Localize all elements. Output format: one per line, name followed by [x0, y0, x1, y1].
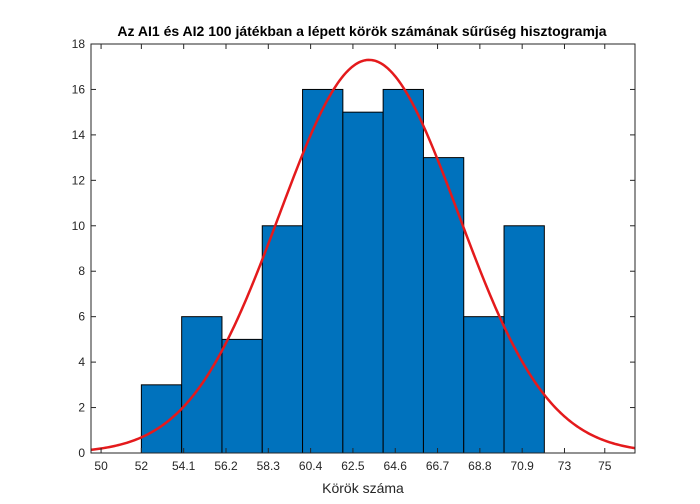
y-tick-label: 4 — [78, 355, 85, 369]
histogram-bar-10 — [503, 225, 545, 454]
x-tick-label: 64.6 — [384, 459, 408, 473]
x-tick-label: 68.8 — [468, 459, 492, 473]
x-tick-label: 62.5 — [341, 459, 365, 473]
y-tick-label: 12 — [72, 173, 86, 187]
x-tick-label: 70.9 — [510, 459, 534, 473]
x-tick-label: 73 — [558, 459, 572, 473]
histogram-bar-3 — [221, 338, 263, 454]
histogram-bar-7 — [382, 88, 424, 454]
histogram-bar-8 — [422, 157, 465, 454]
x-axis-label: Körök száma — [322, 480, 404, 496]
y-tick-label: 10 — [72, 219, 86, 233]
histogram-bar-4 — [261, 225, 304, 454]
y-tick-label: 0 — [78, 446, 85, 460]
fit-curve-line — [90, 58, 636, 452]
fit-curve-group — [90, 58, 636, 452]
axes-box — [90, 43, 636, 454]
y-tick-label: 2 — [78, 401, 85, 415]
y-tick-label: 16 — [72, 82, 86, 96]
x-tick-label: 50 — [94, 459, 108, 473]
x-tick-label: 54.1 — [172, 459, 196, 473]
x-tick-label: 66.7 — [426, 459, 450, 473]
axes-group: 50 52 54.1 56.2 58.3 60.4 62.5 64.6 66.7 68.8 70.9… — [72, 37, 636, 473]
y-tick-label: 18 — [72, 37, 86, 51]
y-tick-label: 14 — [72, 128, 86, 142]
x-tick-label: 52 — [135, 459, 149, 473]
x-tick-label: 56.2 — [214, 459, 238, 473]
chart-title: Az AI1 és AI2 100 játékban a lépett körö… — [117, 23, 606, 39]
y-tick-label: 6 — [78, 310, 85, 324]
histogram-bar-6 — [342, 111, 384, 454]
histogram-bar-1 — [140, 384, 183, 454]
bars-group — [140, 88, 545, 454]
histogram-bar-9 — [463, 316, 505, 454]
x-tick-label: 75 — [598, 459, 612, 473]
histogram-bar-5 — [302, 88, 344, 454]
x-tick-label: 60.4 — [299, 459, 323, 473]
x-tick-label: 58.3 — [257, 459, 281, 473]
y-tick-label: 8 — [78, 264, 85, 278]
